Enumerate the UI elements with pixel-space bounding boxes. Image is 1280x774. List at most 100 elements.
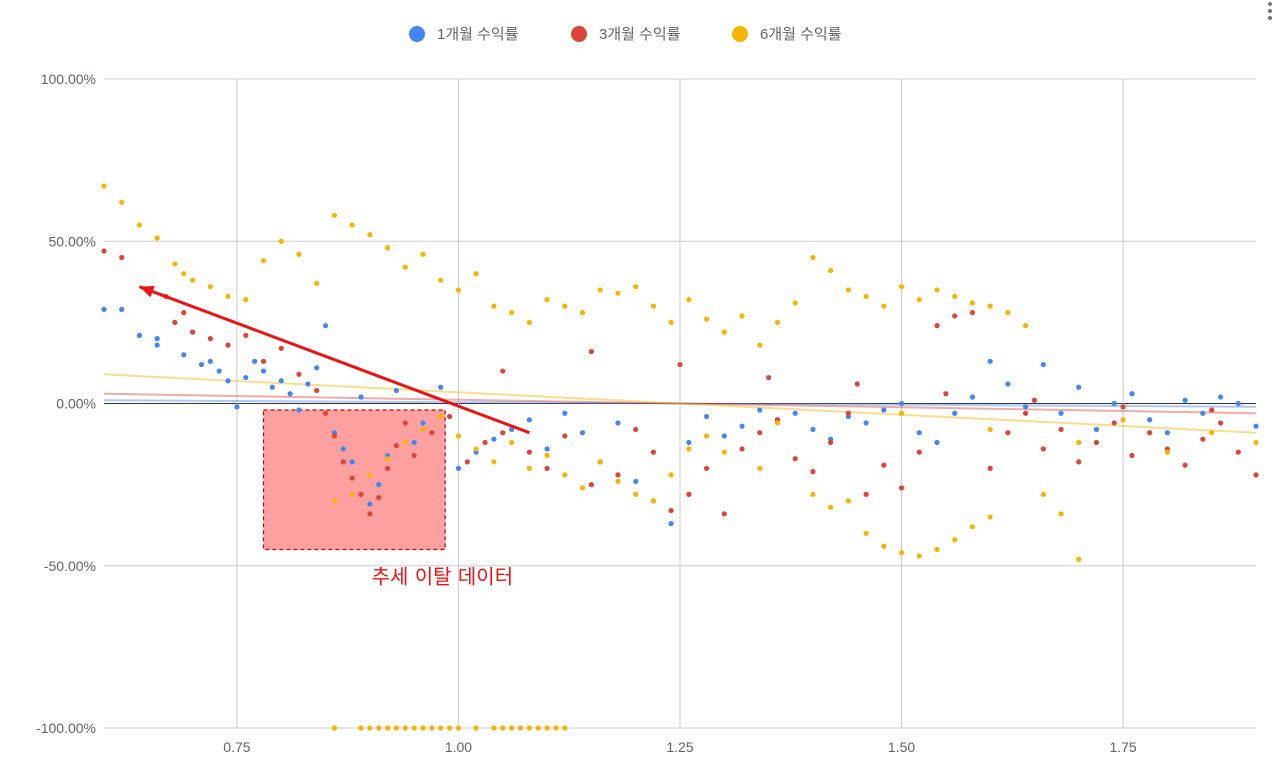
deviation-region: [262, 409, 446, 551]
data-point-series-2: [810, 254, 816, 261]
data-point-series-2: [1209, 430, 1215, 436]
data-point-series-1: [101, 248, 107, 254]
data-point-series-2: [331, 212, 337, 218]
data-point-series-2: [420, 725, 426, 731]
data-point-series-0: [278, 378, 284, 384]
data-point-series-2: [296, 251, 302, 257]
data-point-series-1: [296, 371, 302, 377]
data-point-series-1: [225, 342, 231, 348]
data-point-series-2: [562, 472, 568, 478]
data-point-series-2: [774, 420, 781, 426]
annotation-region-layer: [262, 409, 446, 551]
data-point-series-1: [384, 465, 391, 471]
data-point-series-2: [721, 329, 727, 335]
legend-label-series-0[interactable]: 1개월 수익률: [437, 26, 519, 43]
data-point-series-2: [1023, 323, 1029, 329]
data-point-series-0: [198, 361, 205, 368]
data-point-series-2: [402, 725, 408, 731]
data-point-series-2: [517, 725, 524, 731]
data-point-series-2: [1253, 439, 1259, 446]
data-point-series-1: [721, 511, 727, 517]
x-tick-label: 1.75: [1109, 739, 1136, 755]
data-point-series-0: [287, 391, 293, 397]
data-point-series-0: [1058, 410, 1064, 416]
data-point-series-2: [509, 439, 515, 446]
data-point-series-2: [526, 319, 532, 325]
data-point-series-1: [1182, 462, 1188, 468]
data-point-series-2: [260, 258, 267, 264]
data-point-series-0: [1093, 426, 1100, 433]
data-point-series-0: [1235, 400, 1241, 407]
data-point-series-1: [367, 511, 373, 517]
data-point-series-1: [1120, 404, 1126, 410]
data-point-series-0: [1217, 394, 1224, 400]
data-point-series-0: [1111, 400, 1117, 407]
data-point-series-1: [677, 361, 683, 368]
data-point-series-0: [1200, 410, 1206, 416]
data-point-series-1: [1058, 426, 1064, 433]
data-point-series-2: [650, 303, 657, 309]
data-point-series-1: [943, 391, 949, 397]
data-point-series-0: [305, 381, 311, 387]
data-point-series-1: [358, 491, 364, 497]
trendline-series-2: [103, 373, 1257, 434]
data-point-series-0: [668, 520, 674, 527]
data-point-series-2: [331, 725, 337, 731]
data-point-series-2: [172, 261, 178, 267]
data-point-series-1: [1209, 407, 1215, 413]
data-point-series-2: [420, 251, 426, 257]
data-point-series-1: [686, 491, 692, 497]
data-point-series-0: [296, 407, 302, 413]
data-point-series-2: [987, 303, 993, 309]
annotation-layer: 추세 이탈 데이터: [138, 285, 530, 589]
data-point-series-1: [349, 475, 355, 481]
data-point-series-2: [633, 491, 639, 497]
data-point-series-2: [916, 553, 922, 559]
data-point-series-1: [588, 348, 594, 355]
data-point-series-0: [703, 413, 710, 420]
data-point-series-2: [828, 504, 834, 510]
data-point-series-2: [934, 287, 940, 293]
data-point-series-0: [792, 410, 798, 416]
data-point-series-1: [792, 456, 798, 462]
data-point-series-1: [331, 433, 337, 439]
data-point-series-0: [119, 306, 125, 312]
data-point-series-0: [633, 478, 639, 484]
data-point-series-2: [181, 271, 187, 277]
data-point-series-1: [278, 345, 284, 351]
data-point-series-0: [1129, 391, 1135, 397]
data-point-series-2: [987, 514, 993, 520]
data-point-series-2: [331, 498, 337, 504]
trend-arrow-line: [138, 285, 530, 435]
data-point-series-2: [438, 413, 444, 420]
data-point-series-1: [916, 449, 922, 455]
legend-marker-series-1[interactable]: [571, 26, 587, 42]
trend-arrow-head: [139, 285, 155, 298]
legend-marker-series-0[interactable]: [409, 26, 425, 42]
data-point-series-2: [863, 530, 869, 536]
data-point-series-0: [526, 417, 532, 423]
data-point-series-1: [1031, 397, 1038, 403]
data-point-series-1: [447, 413, 453, 420]
data-point-series-2: [1040, 491, 1046, 497]
data-point-series-0: [491, 436, 497, 442]
data-point-series-2: [579, 485, 586, 491]
legend-label-series-1[interactable]: 3개월 수익률: [599, 26, 681, 43]
more-vert-icon[interactable]: [1264, 0, 1276, 22]
data-point-series-0: [243, 374, 249, 381]
data-point-series-2: [1005, 310, 1011, 316]
legend-label-series-2[interactable]: 6개월 수익률: [760, 26, 842, 43]
data-point-series-0: [1164, 430, 1170, 436]
data-point-series-0: [952, 410, 958, 416]
data-point-series-2: [473, 725, 479, 731]
data-point-series-1: [181, 310, 187, 316]
data-point-series-2: [207, 284, 213, 290]
data-point-series-1: [1235, 449, 1241, 455]
data-point-series-2: [952, 537, 958, 543]
legend-marker-series-2[interactable]: [732, 26, 748, 42]
data-point-series-1: [650, 449, 657, 455]
data-point-series-0: [207, 358, 213, 364]
data-point-series-0: [216, 368, 222, 374]
data-point-series-1: [863, 491, 869, 497]
data-point-series-0: [234, 404, 240, 410]
